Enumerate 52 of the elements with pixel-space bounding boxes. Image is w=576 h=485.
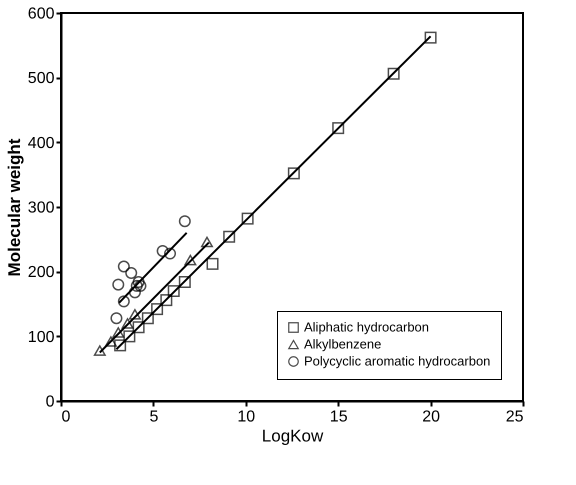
- point: [94, 345, 106, 356]
- point: [122, 318, 134, 329]
- point: [114, 339, 126, 352]
- x-axis-title: LogKow: [262, 426, 324, 446]
- point: [142, 312, 154, 324]
- x-tick-label: 20: [422, 408, 440, 426]
- point: [424, 32, 437, 44]
- x-tick-label: 0: [62, 408, 70, 426]
- y-tick-label: 600: [28, 6, 55, 22]
- y-tick-label: 100: [28, 328, 55, 346]
- point: [168, 285, 180, 298]
- point: [128, 309, 141, 320]
- point: [151, 303, 164, 316]
- point: [123, 330, 136, 342]
- point: [130, 280, 143, 292]
- point: [132, 276, 145, 288]
- point: [160, 294, 172, 306]
- point: [156, 244, 169, 257]
- y-tick-label: 0: [46, 394, 55, 410]
- point: [206, 258, 219, 270]
- x-tick-label: 25: [506, 408, 524, 426]
- point: [118, 295, 130, 308]
- x-tick-label: 10: [237, 408, 256, 426]
- y-tick-label: 200: [28, 264, 55, 282]
- point: [184, 254, 196, 266]
- point: [164, 248, 176, 260]
- legend-label: Aliphatic hydrocarbon: [304, 320, 430, 334]
- point: [112, 327, 124, 338]
- point: [178, 215, 191, 228]
- point: [242, 212, 254, 225]
- point: [178, 276, 191, 288]
- y-tick-label: 300: [28, 200, 55, 216]
- point: [134, 280, 146, 292]
- point: [125, 266, 138, 279]
- point: [288, 167, 300, 180]
- point: [110, 312, 122, 324]
- point: [128, 286, 141, 298]
- point: [201, 236, 213, 248]
- legend-label: Polycyclic aromatic hydrocarbon: [304, 354, 490, 368]
- y-tick-label: 400: [28, 134, 55, 152]
- point: [132, 321, 145, 334]
- y-axis-title: Molecular weight: [4, 138, 24, 276]
- point: [332, 122, 344, 134]
- x-tick-label: 15: [330, 408, 348, 426]
- point: [112, 278, 124, 291]
- point: [118, 260, 130, 272]
- x-tick-label: 5: [149, 408, 158, 426]
- point: [104, 336, 117, 347]
- legend-label: Alkylbenzene: [304, 336, 382, 352]
- y-tick-label: 500: [28, 70, 55, 88]
- point: [388, 68, 400, 80]
- point: [223, 230, 236, 243]
